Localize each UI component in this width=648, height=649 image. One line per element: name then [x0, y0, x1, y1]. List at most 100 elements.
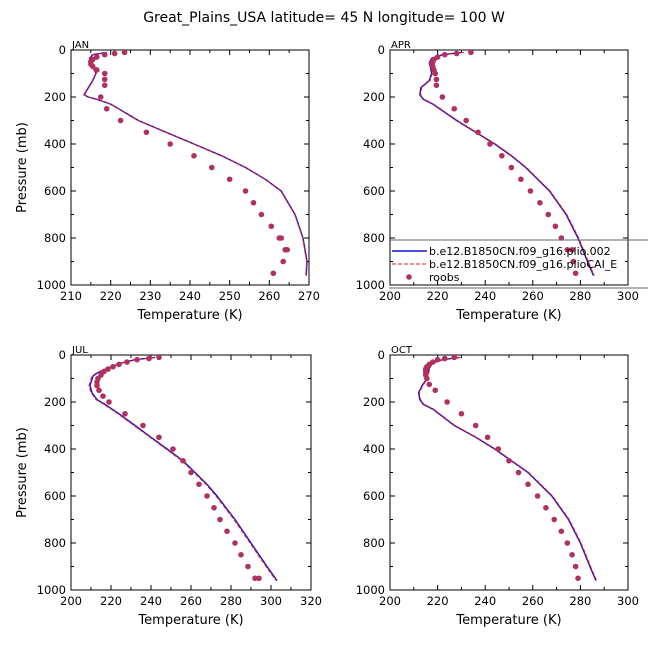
- x-tick-label: 300: [617, 594, 639, 608]
- obs-point: [432, 387, 439, 394]
- obs-point: [463, 117, 469, 124]
- x-tick-label: 240: [179, 289, 201, 303]
- obs-point: [284, 246, 290, 253]
- obs-point: [525, 481, 531, 488]
- obs-point: [508, 164, 515, 171]
- obs-point: [101, 76, 108, 83]
- y-tick-label: 1000: [356, 278, 385, 292]
- obs-point: [96, 387, 102, 394]
- y-tick-label: 400: [44, 442, 66, 456]
- obs-point: [572, 270, 579, 277]
- series-group: [88, 355, 278, 582]
- obs-point: [280, 258, 287, 265]
- legend-label: b.e12.B1850CN.f09_g16.plioCAI_E: [429, 258, 617, 271]
- obs-point: [433, 82, 440, 89]
- panel-apr: 200 220 240 260 280 300 0 200 400 600 800 1000 APR Te…: [356, 40, 639, 323]
- model-line-plio002: [83, 51, 308, 276]
- panel-oct: 200 220 240 260 280 300 0 200 400 600 800 1000 OCT Te…: [356, 345, 639, 628]
- obs-point: [122, 410, 128, 417]
- obs-point: [140, 422, 146, 429]
- x-tick-label: 260: [522, 289, 544, 303]
- obs-point: [101, 82, 108, 89]
- obs-point: [564, 246, 571, 253]
- series-group: [417, 355, 598, 582]
- obs-point: [156, 355, 162, 361]
- obs-point: [551, 516, 558, 523]
- y-tick-label: 400: [363, 442, 385, 456]
- obs-point: [569, 246, 575, 253]
- obs-point: [121, 50, 128, 56]
- y-tick-label: 0: [378, 348, 385, 362]
- obs-point: [209, 164, 215, 171]
- obs-point: [451, 105, 458, 112]
- obs-point: [232, 540, 238, 546]
- obs-point: [94, 382, 100, 389]
- obs-point: [439, 94, 446, 100]
- obs-point: [506, 457, 512, 464]
- x-tick-label: 220: [100, 594, 122, 608]
- obs-point: [537, 199, 543, 206]
- x-tick-label: 230: [139, 289, 161, 303]
- obs-point: [558, 528, 565, 535]
- x-tick-label: 280: [569, 289, 591, 303]
- x-tick-label: 280: [220, 594, 242, 608]
- obs-point: [90, 63, 96, 70]
- obs-point: [256, 575, 262, 582]
- x-tick-label: 210: [60, 289, 82, 303]
- x-tick-label: 280: [569, 594, 591, 608]
- x-tick-label: 240: [474, 594, 496, 608]
- x-tick-label: 250: [219, 289, 241, 303]
- panels: 210 220 230 240 250 260 270 0 200 400 600 800 1000 JA…: [15, 40, 639, 628]
- obs-point: [252, 575, 258, 582]
- obs-point: [111, 50, 118, 57]
- x-tick-label: 270: [298, 289, 320, 303]
- obs-point: [101, 70, 108, 77]
- obs-point: [434, 356, 441, 363]
- obs-point: [518, 176, 524, 183]
- obs-point: [487, 141, 493, 147]
- obs-point: [188, 469, 194, 476]
- legend-label: b.e12.B1850CN.f09_g16.plio.002: [429, 245, 611, 258]
- x-tick-label: 200: [379, 289, 401, 303]
- model-line-pliocai: [88, 356, 277, 581]
- panel-jan: 210 220 230 240 250 260 270 0 200 400 600 800 1000 JA…: [15, 40, 320, 323]
- obs-point: [432, 70, 439, 77]
- obs-point: [495, 446, 502, 452]
- y-tick-label: 800: [44, 231, 66, 245]
- y-tick-label: 800: [363, 536, 385, 550]
- obs-point: [527, 188, 534, 194]
- obs-point: [458, 410, 465, 417]
- y-tick-label: 600: [44, 184, 66, 198]
- model-line-plio002: [417, 356, 597, 581]
- obs-point: [238, 551, 244, 558]
- panel-jul: 200 220 240 260 280 300 320 0 200 400 600 800 1000 JU…: [15, 345, 322, 628]
- x-tick-label: 220: [427, 594, 449, 608]
- y-tick-label: 400: [44, 137, 66, 151]
- x-axis-label: Temperature (K): [136, 308, 242, 323]
- model-line-plio002: [419, 51, 595, 276]
- obs-point: [180, 457, 186, 464]
- obs-point: [242, 188, 249, 194]
- obs-point: [441, 51, 448, 58]
- y-tick-label: 800: [363, 231, 385, 245]
- obs-point: [196, 481, 202, 488]
- obs-point: [116, 361, 122, 368]
- obs-point: [97, 94, 104, 100]
- model-line-plio002: [89, 356, 278, 582]
- x-tick-label: 200: [379, 594, 401, 608]
- series-group: [82, 50, 308, 277]
- panel-label: APR: [391, 40, 411, 51]
- y-tick-label: 1000: [356, 583, 385, 597]
- obs-point: [552, 223, 559, 230]
- obs-point: [475, 129, 481, 136]
- obs-point: [211, 504, 217, 511]
- obs-point: [441, 355, 448, 362]
- model-line-pliocai: [82, 51, 308, 276]
- obs-point: [575, 575, 581, 582]
- obs-point: [245, 563, 251, 570]
- y-tick-label: 0: [59, 348, 66, 362]
- x-tick-label: 320: [300, 594, 322, 608]
- x-tick-label: 300: [617, 289, 639, 303]
- obs-point: [250, 199, 257, 206]
